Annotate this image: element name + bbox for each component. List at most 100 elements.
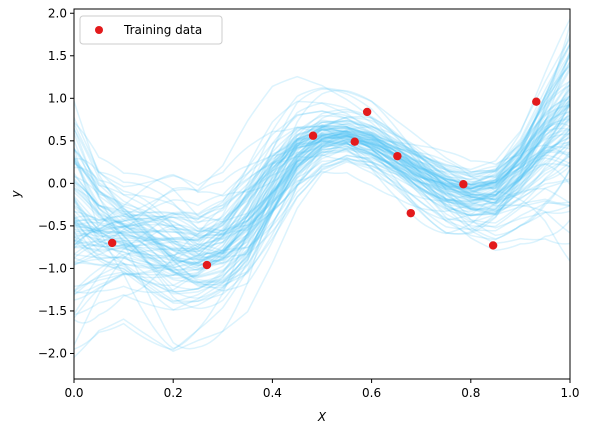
posterior-sample-line [74,127,570,277]
posterior-sample-line [74,128,570,303]
posterior-sample-line [74,87,570,271]
x-tick-label: 0.0 [64,386,83,400]
posterior-sample-line [74,136,570,279]
posterior-sample-line [74,103,570,288]
posterior-sample-line [74,83,570,350]
x-axis-ticks: 0.0 0.2 0.4 0.6 0.8 1.0 [64,379,580,400]
posterior-sample-line [74,111,570,267]
x-tick-label: 1.0 [560,386,579,400]
posterior-sample-line [74,102,570,267]
posterior-sample-line [74,104,570,289]
posterior-sample-line [74,109,570,264]
posterior-sample-line [74,122,570,284]
posterior-sample-line [74,138,570,284]
posterior-sample-line [74,161,570,358]
posterior-sample-line [74,126,570,292]
posterior-sample-line [74,125,570,287]
posterior-sample-line [74,163,570,294]
training-point [393,151,402,161]
legend-box [79,15,223,45]
posterior-sample-line [74,24,570,269]
training-point [107,238,117,248]
posterior-sample-line [74,43,570,286]
posterior-sample-line [74,104,570,247]
x-tick-label: 0.8 [461,386,480,400]
posterior-sample-line [74,54,570,315]
training-point [350,137,359,146]
posterior-sample-line [74,119,570,319]
posterior-sample-line [74,65,570,260]
posterior-sample-line [74,120,570,267]
posterior-sample-line [74,67,570,250]
y-axis-ticks: −2.0 −1.5 −1.0 −0.5 0.0 0.5 1.0 1.5 2.0 [38,6,74,360]
posterior-sample-line [74,118,570,237]
posterior-sample-line [74,115,570,262]
legend-marker [95,26,103,34]
training-points [107,97,541,270]
posterior-sample-line [74,88,570,239]
posterior-sample-line [74,141,570,324]
plot-frame [73,8,571,380]
y-tick-label: −1.0 [38,261,67,275]
posterior-sample-line [74,95,570,190]
posterior-sample-line [74,98,570,259]
posterior-sample-line [74,50,570,249]
posterior-sample-line [74,118,570,257]
posterior-sample-line [74,52,570,269]
y-tick-label: 0.5 [48,134,67,148]
x-axis-label: X [317,410,327,424]
posterior-sample-line [74,100,570,270]
posterior-sample-line [74,38,570,303]
posterior-sample-line [74,122,570,350]
posterior-sample-line [74,61,570,250]
posterior-sample-line [74,45,570,259]
posterior-sample-line [74,110,570,238]
y-axis-label: y [9,190,23,199]
posterior-sample-line [74,121,570,242]
training-point [532,97,541,106]
posterior-sample-line [74,100,570,295]
posterior-sample-line [74,90,570,271]
y-tick-label: −1.5 [38,304,67,318]
posterior-sample-line [74,110,570,282]
posterior-sample-line [74,79,570,258]
posterior-sample-line [74,131,570,295]
posterior-sample-line [74,142,570,311]
legend-label: Training data [123,23,202,37]
posterior-sample-line [74,116,570,279]
training-point [406,208,415,218]
posterior-sample-line [74,80,570,299]
y-tick-label: 1.0 [48,91,67,105]
posterior-sample-line [74,105,570,266]
y-tick-label: −0.5 [38,219,67,233]
posterior-sample-line [74,154,570,252]
posterior-sample-line [74,43,570,234]
training-point [308,131,318,140]
posterior-sample-line [74,83,570,290]
posterior-sample-line [74,132,570,235]
posterior-sample-line [74,69,570,246]
posterior-sample-line [74,148,570,243]
posterior-sample-line [74,133,570,301]
training-point [488,241,498,250]
posterior-sample-line [74,121,570,223]
training-point [459,180,468,189]
posterior-sample-line [74,84,570,235]
y-tick-label: 0.0 [48,176,67,190]
posterior-sample-line [74,103,570,259]
posterior-sample-line [74,140,570,253]
posterior-sample-line [74,125,570,293]
posterior-sample-line [74,89,570,310]
y-tick-label: 2.0 [48,6,67,20]
training-point [362,107,372,117]
posterior-sample-line [74,138,570,252]
posterior-sample-line [74,139,570,264]
posterior-sample-line [74,52,570,236]
posterior-sample-line [74,55,570,223]
posterior-sample-line [74,96,570,248]
posterior-sample-line [74,133,570,287]
posterior-sample-line [74,118,570,240]
posterior-sample-line [74,64,570,284]
posterior-sample-line [74,93,570,266]
